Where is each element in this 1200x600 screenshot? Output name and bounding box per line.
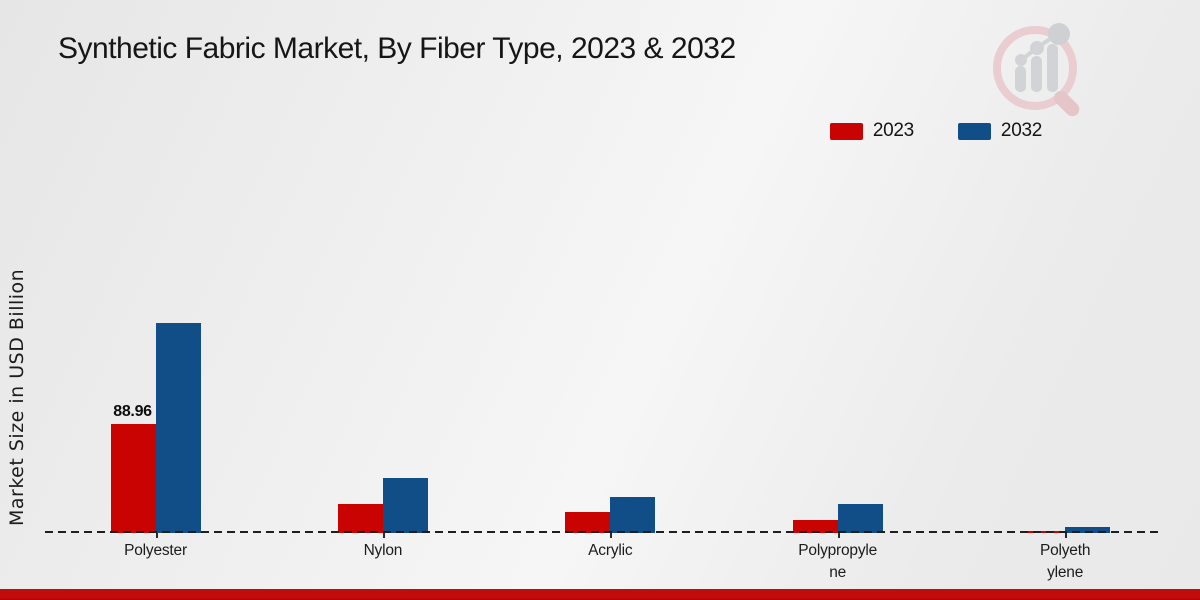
bar-2023-polypropylene [792,520,838,533]
category-slot-polyester: 88.96 Polyester [42,0,269,600]
bar-value-label-polyester: 88.96 [113,403,152,420]
bar-pair [110,323,201,533]
legend-swatch-2032 [957,122,991,140]
category-label-polyethylene: Polyeth ylene [1039,542,1091,582]
x-axis-tick [610,533,613,538]
legend-swatch-2023 [829,122,863,140]
x-axis-tick [1065,533,1068,538]
category-slot-polypropylene: Polypropyle ne [724,0,951,600]
category-slot-acrylic: Acrylic [497,0,724,600]
category-slot-nylon: Nylon [269,0,496,600]
bar-pair [565,497,656,533]
category-slot-polyethylene: Polyeth ylene [952,0,1179,600]
bar-2032-acrylic [610,497,656,533]
legend-label-2032: 2032 [1000,120,1042,141]
bar-2032-polyester [155,323,201,533]
x-axis-tick [155,533,158,538]
footer-bar [0,589,1200,600]
bar-2032-polyethylene [1065,527,1111,533]
bar-2023-nylon [337,504,383,533]
legend: 2023 2032 [829,120,1042,142]
category-label-polypropylene: Polypropyle ne [798,542,878,582]
legend-item-2023: 2023 [829,120,914,142]
category-label-polyester: Polyester [124,542,187,559]
legend-label-2023: 2023 [872,120,914,141]
bar-2032-polypropylene [837,504,883,533]
category-label-acrylic: Acrylic [588,542,633,559]
brand-watermark-icon [993,23,1080,117]
category-label-nylon: Nylon [363,542,403,559]
x-axis-tick [382,533,385,538]
chart-title: Synthetic Fabric Market, By Fiber Type, … [58,32,736,65]
x-axis-tick [837,533,840,538]
bar-2023-polyester [110,424,156,533]
legend-item-2032: 2032 [957,120,1042,142]
bar-2023-acrylic [565,512,611,533]
bar-pair [337,478,428,533]
bar-pair [792,504,883,533]
zero-baseline [45,531,1162,533]
bar-2032-nylon [382,478,428,533]
